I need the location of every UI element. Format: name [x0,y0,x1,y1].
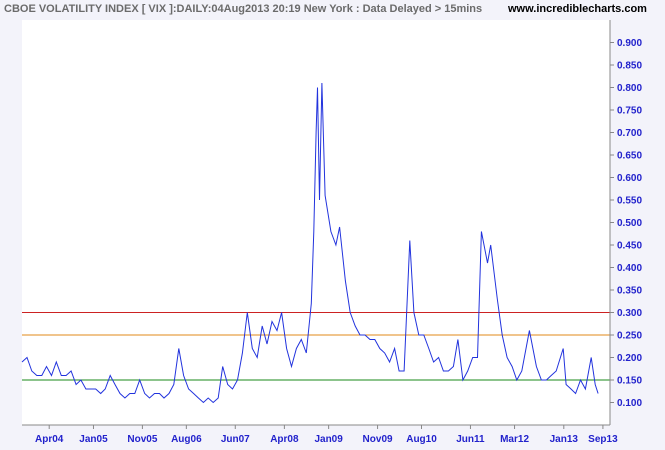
y-tick-label: 0.500 [617,218,642,229]
y-tick-label: 0.700 [617,128,642,139]
vix-series-line [21,82,599,404]
y-tick-label: 0.800 [617,83,642,94]
y-tick-label: 0.850 [617,61,642,72]
y-tick-label: 0.650 [617,151,642,162]
x-tick-label: Jun11 [456,434,485,445]
x-tick-label: Nov09 [363,434,393,445]
y-tick-label: 0.450 [617,241,642,252]
x-tick-label: Aug06 [171,434,202,445]
x-tick-label: Jan05 [79,434,108,445]
x-tick-label: Jan09 [314,434,343,445]
x-tick-label: Apr08 [270,434,299,445]
y-tick-label: 0.550 [617,196,642,207]
x-tick-label: Sep13 [588,434,618,445]
site-link[interactable]: www.incrediblecharts.com [508,3,647,15]
y-tick-label: 0.200 [617,353,642,364]
y-tick-label: 0.100 [617,398,642,409]
x-tick-label: Jan13 [550,434,579,445]
chart-title: CBOE VOLATILITY INDEX [ VIX ]:DAILY:04Au… [4,3,483,15]
y-tick-label: 0.750 [617,106,642,117]
y-tick-label: 0.400 [617,263,642,274]
y-tick-label: 0.600 [617,173,642,184]
y-tick-label: 0.300 [617,308,642,319]
plot-area [22,20,610,425]
x-tick-label: Mar12 [500,434,529,445]
y-tick-label: 0.150 [617,376,642,387]
y-tick-label: 0.250 [617,331,642,342]
y-tick-label: 0.350 [617,286,642,297]
x-tick-label: Nov05 [127,434,157,445]
x-tick-label: Jun07 [221,434,250,445]
y-tick-label: 0.900 [617,38,642,49]
x-tick-label: Aug10 [406,434,437,445]
x-tick-label: Apr04 [35,434,64,445]
